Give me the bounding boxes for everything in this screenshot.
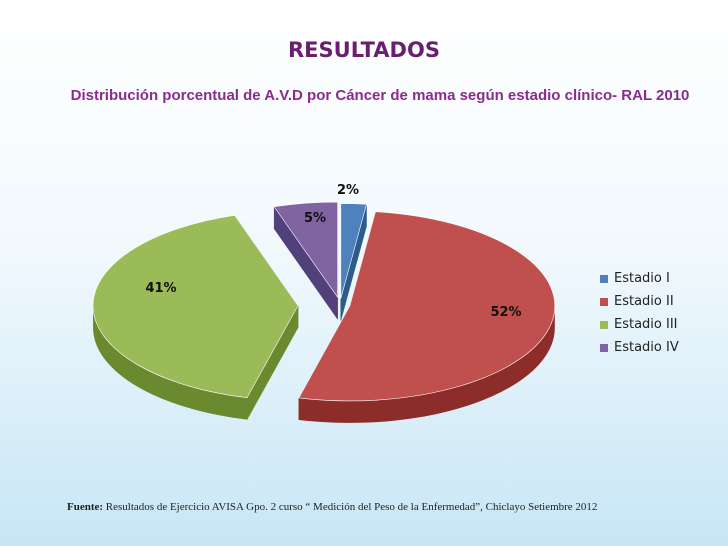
data-label-estadio-iv: 5%	[304, 211, 326, 226]
legend-swatch	[600, 320, 608, 329]
pie-slice-estadio-ii	[298, 211, 556, 423]
legend-label: Estadio IV	[614, 340, 679, 355]
source-prefix: Fuente:	[67, 501, 104, 513]
legend-item-estadio-ii: Estadio II	[600, 290, 679, 313]
legend-item-estadio-iii: Estadio III	[600, 313, 679, 336]
source-note: Fuente: Resultados de Ejercicio AVISA Gp…	[67, 501, 717, 513]
legend-swatch	[600, 274, 608, 283]
data-label-estadio-ii: 52%	[490, 305, 521, 320]
legend-item-estadio-i: Estadio I	[600, 267, 679, 290]
legend-swatch	[600, 297, 608, 306]
legend-swatch	[600, 343, 608, 352]
chart-legend: Estadio I Estadio II Estadio III Estadio IV	[600, 267, 679, 359]
chart-title: Distribución porcentual de A.V.D por Cán…	[70, 87, 690, 104]
pie-slice-estadio-i	[340, 203, 367, 321]
legend-label: Estadio I	[614, 271, 670, 286]
data-label-estadio-i: 2%	[337, 183, 359, 198]
source-text: Resultados de Ejercicio AVISA Gpo. 2 cur…	[105, 501, 598, 513]
pie-slice-estadio-iv	[273, 201, 338, 320]
slide-title: RESULTADOS	[288, 38, 440, 62]
legend-label: Estadio III	[614, 317, 678, 332]
legend-label: Estadio II	[614, 294, 674, 309]
data-label-estadio-iii: 41%	[145, 281, 176, 296]
pie-slice-estadio-iii	[92, 214, 299, 421]
legend-item-estadio-iv: Estadio IV	[600, 336, 679, 359]
